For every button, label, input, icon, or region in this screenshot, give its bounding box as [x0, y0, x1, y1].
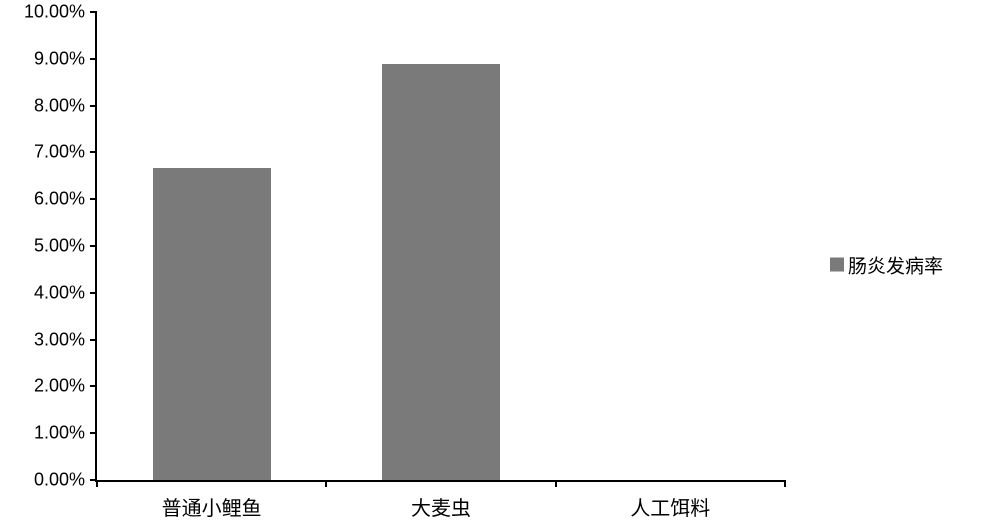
y-tick — [90, 339, 97, 341]
y-axis-label: 6.00% — [34, 189, 85, 210]
y-tick — [90, 105, 97, 107]
bar — [382, 64, 500, 480]
x-tick — [784, 480, 786, 487]
y-axis-label: 9.00% — [34, 48, 85, 69]
y-axis-label: 10.00% — [24, 2, 85, 23]
x-axis-label: 大麦虫 — [411, 492, 471, 521]
y-axis-label: 8.00% — [34, 95, 85, 116]
y-axis-label: 7.00% — [34, 142, 85, 163]
bar — [153, 168, 271, 480]
legend-swatch — [830, 258, 844, 272]
x-tick — [325, 480, 327, 487]
y-tick — [90, 245, 97, 247]
y-axis-label: 1.00% — [34, 423, 85, 444]
y-axis-label: 5.00% — [34, 236, 85, 257]
bars-container: 普通小鲤鱼大麦虫人工饵料 — [97, 12, 785, 480]
y-axis-label: 0.00% — [34, 470, 85, 491]
x-axis-label: 人工饵料 — [630, 492, 710, 521]
plot-area: 普通小鲤鱼大麦虫人工饵料 0.00%1.00%2.00%3.00%4.00%5.… — [95, 12, 785, 482]
y-axis-label: 3.00% — [34, 329, 85, 350]
y-axis-label: 2.00% — [34, 376, 85, 397]
y-tick — [90, 432, 97, 434]
y-tick — [90, 198, 97, 200]
y-tick — [90, 151, 97, 153]
bar-slot: 人工饵料 — [556, 12, 785, 480]
x-tick — [555, 480, 557, 487]
y-tick — [90, 58, 97, 60]
bar-chart: 普通小鲤鱼大麦虫人工饵料 0.00%1.00%2.00%3.00%4.00%5.… — [0, 0, 1000, 529]
x-axis-label: 普通小鲤鱼 — [162, 492, 262, 521]
y-axis-label: 4.00% — [34, 282, 85, 303]
bar-slot: 大麦虫 — [326, 12, 555, 480]
legend-label: 肠炎发病率 — [848, 251, 943, 278]
y-tick — [90, 292, 97, 294]
y-tick — [90, 11, 97, 13]
bar-slot: 普通小鲤鱼 — [97, 12, 326, 480]
y-tick — [90, 385, 97, 387]
x-tick — [96, 480, 98, 487]
legend: 肠炎发病率 — [830, 251, 943, 278]
